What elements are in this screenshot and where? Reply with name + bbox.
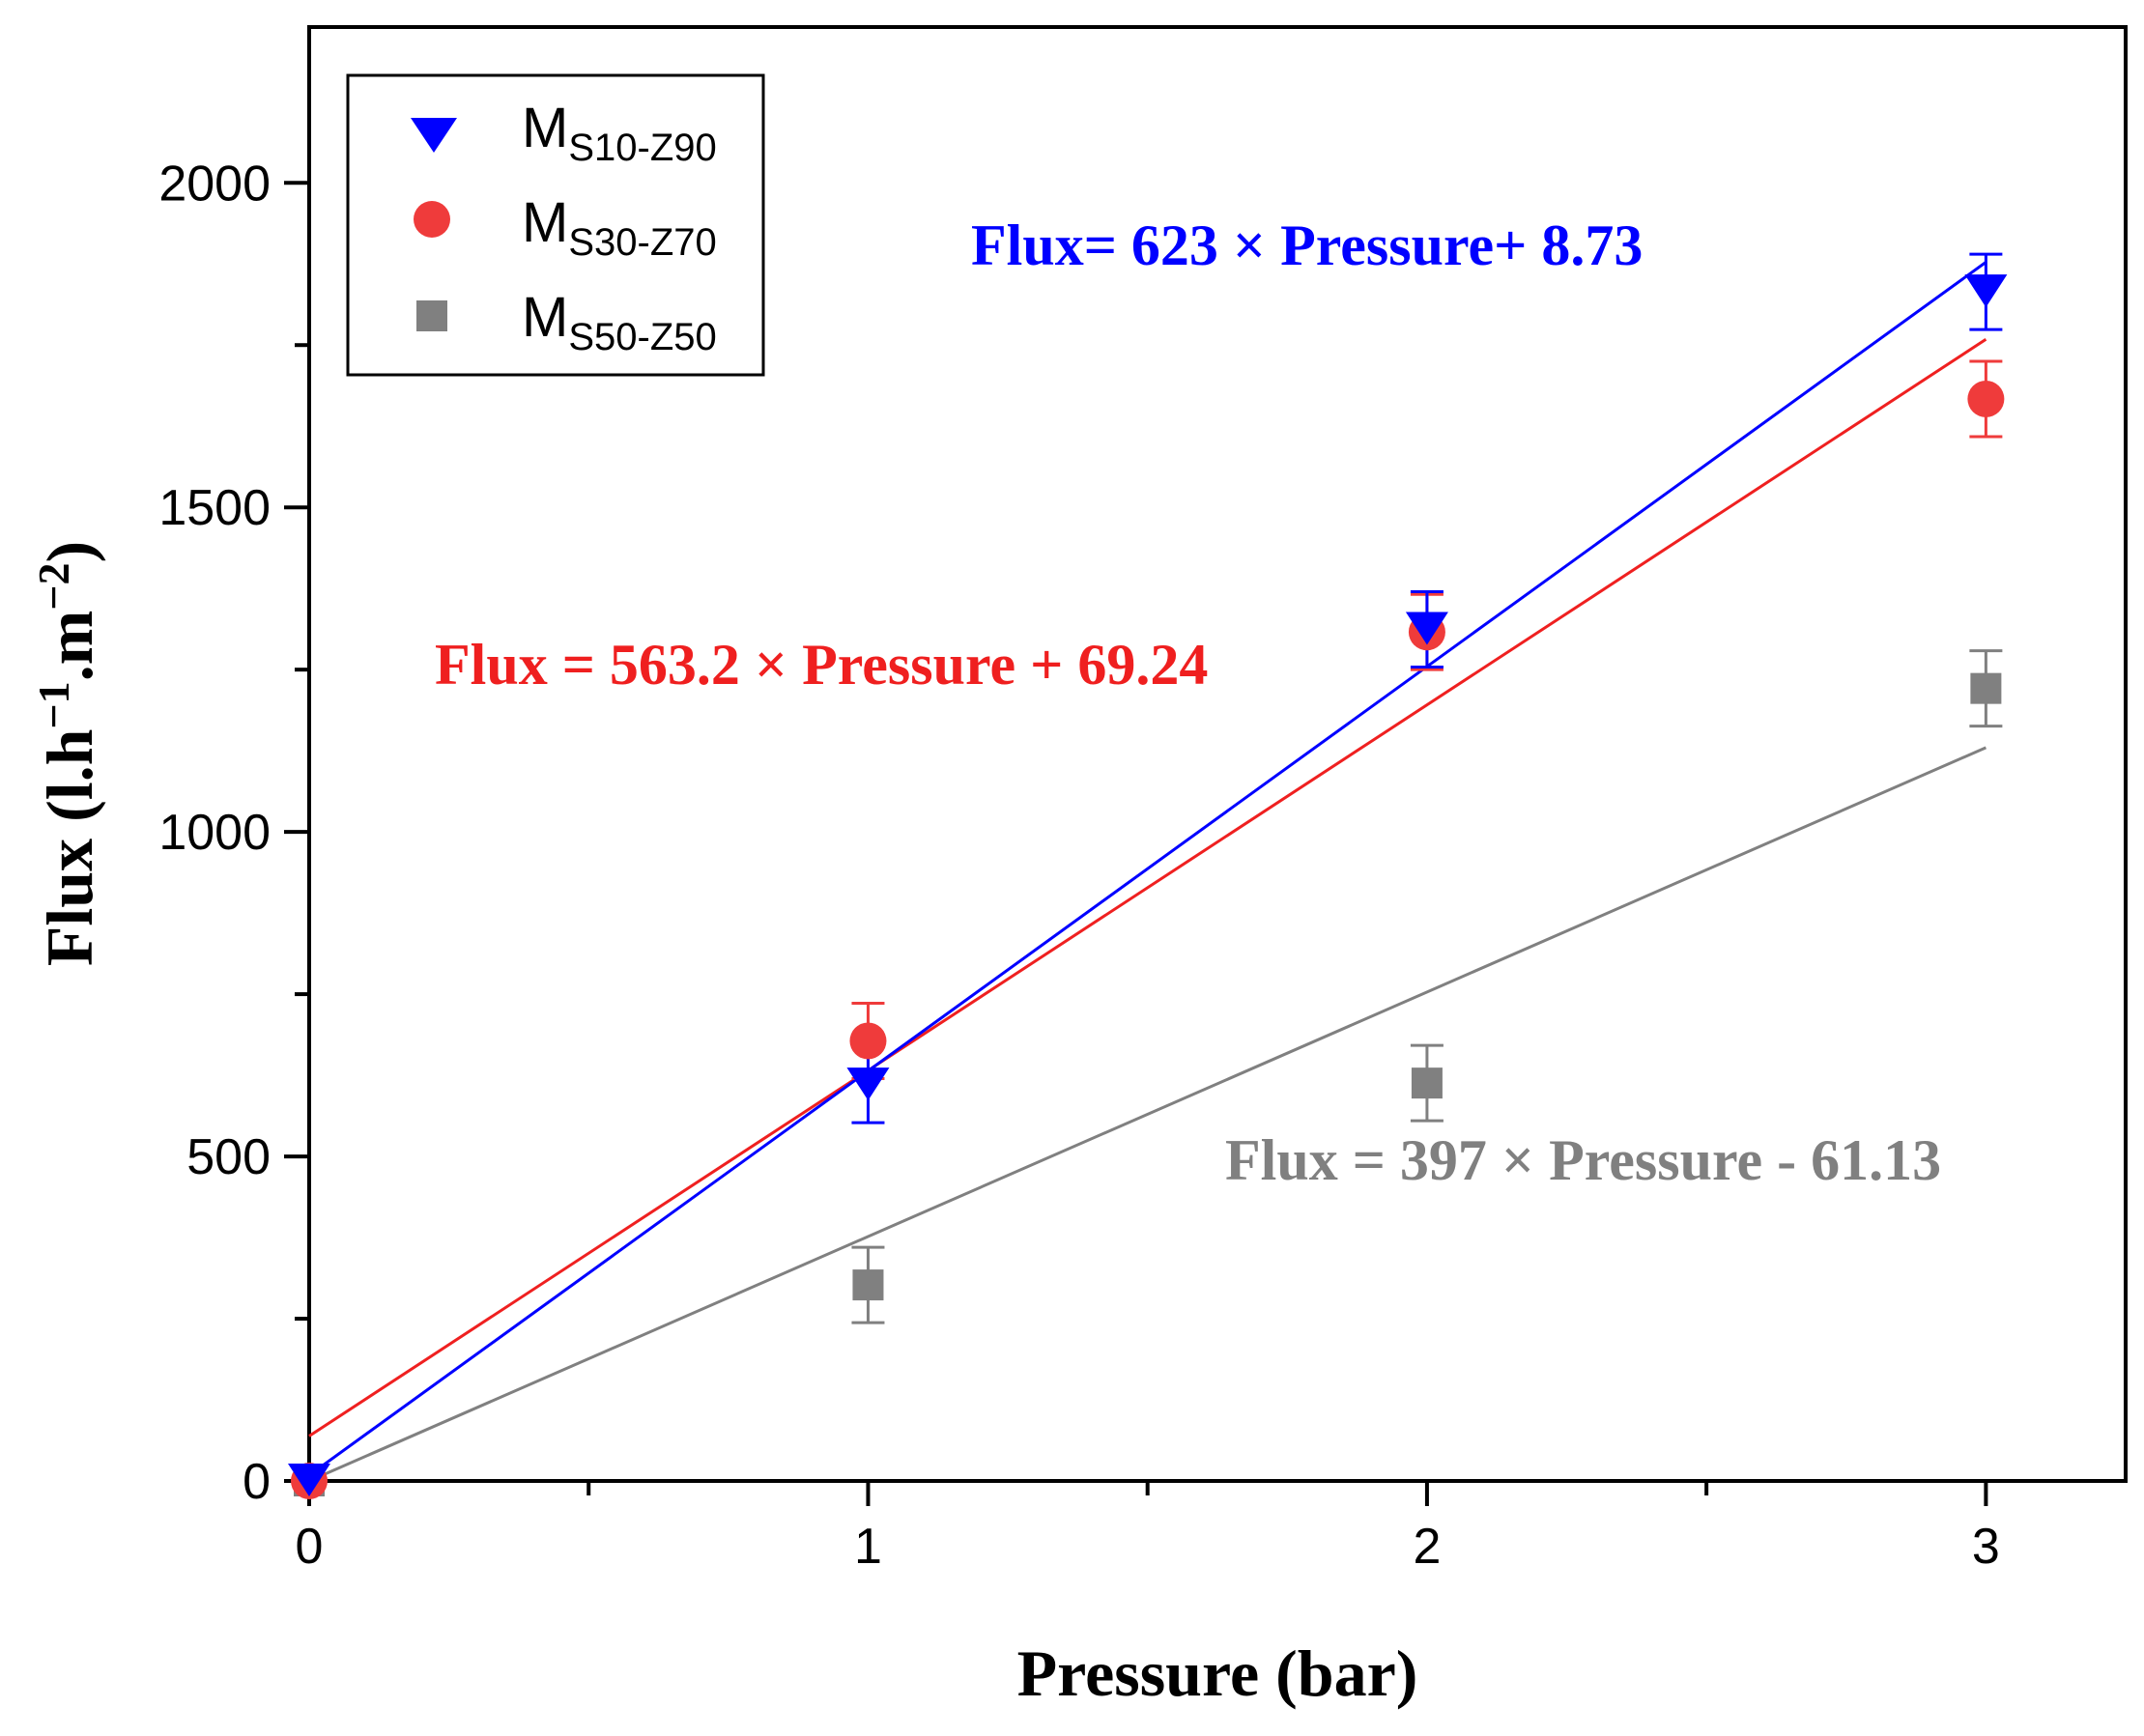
y-tick-label: 1000 xyxy=(158,805,271,861)
y-tick-label: 2000 xyxy=(158,156,271,212)
equation-ms10-z90: Flux= 623 × Pressure+ 8.73 xyxy=(971,213,1643,277)
x-tick-label: 0 xyxy=(296,1519,324,1575)
legend-square-icon xyxy=(416,300,447,331)
x-axis-title: Pressure (bar) xyxy=(1017,1636,1418,1710)
legend-label-ms50-z50: MS50-Z50 xyxy=(522,286,717,358)
data-point-triangle xyxy=(1405,612,1448,645)
data-point-square xyxy=(1411,1067,1443,1099)
equation-ms50-z50: Flux = 397 × Pressure - 61.13 xyxy=(1225,1128,1941,1192)
legend-circle-icon xyxy=(414,201,450,238)
fit-line-ms30-z70 xyxy=(308,338,1987,1437)
legend-triangle-icon xyxy=(411,118,457,153)
data-point-circle xyxy=(849,1022,887,1060)
fit-line-ms50-z50 xyxy=(308,746,1987,1483)
data-point-triangle xyxy=(288,1464,330,1496)
data-point-triangle xyxy=(1964,274,2008,308)
data-point-circle xyxy=(1967,380,2005,417)
legend: MS10-Z90 MS30-Z70 MS50-Z50 xyxy=(346,73,765,377)
x-tick-label: 1 xyxy=(854,1519,882,1575)
y-tick-label: 0 xyxy=(243,1454,271,1510)
y-axis-title: Flux (l.h−1.m−2) xyxy=(29,541,106,966)
plot-frame xyxy=(307,25,2128,1483)
x-tick-label: 3 xyxy=(1972,1519,2000,1575)
data-point-square xyxy=(1970,672,2002,704)
data-point-square xyxy=(852,1269,884,1301)
fit-lines xyxy=(308,261,1987,1483)
legend-label-ms10-z90: MS10-Z90 xyxy=(522,97,717,169)
equation-ms30-z70: Flux = 563.2 × Pressure + 69.24 xyxy=(435,633,1208,697)
y-axis-ticks: 0 500 1000 1500 2000 xyxy=(158,156,309,1510)
x-axis-ticks: 0 1 2 3 xyxy=(296,1481,2000,1575)
legend-label-ms30-z70: MS30-Z70 xyxy=(522,191,717,264)
y-tick-label: 500 xyxy=(186,1129,271,1185)
data-point-triangle xyxy=(846,1067,890,1101)
x-tick-label: 2 xyxy=(1413,1519,1441,1575)
y-tick-label: 1500 xyxy=(158,480,271,536)
data-markers xyxy=(288,274,2008,1499)
fit-line-ms10-z90 xyxy=(308,261,1987,1477)
